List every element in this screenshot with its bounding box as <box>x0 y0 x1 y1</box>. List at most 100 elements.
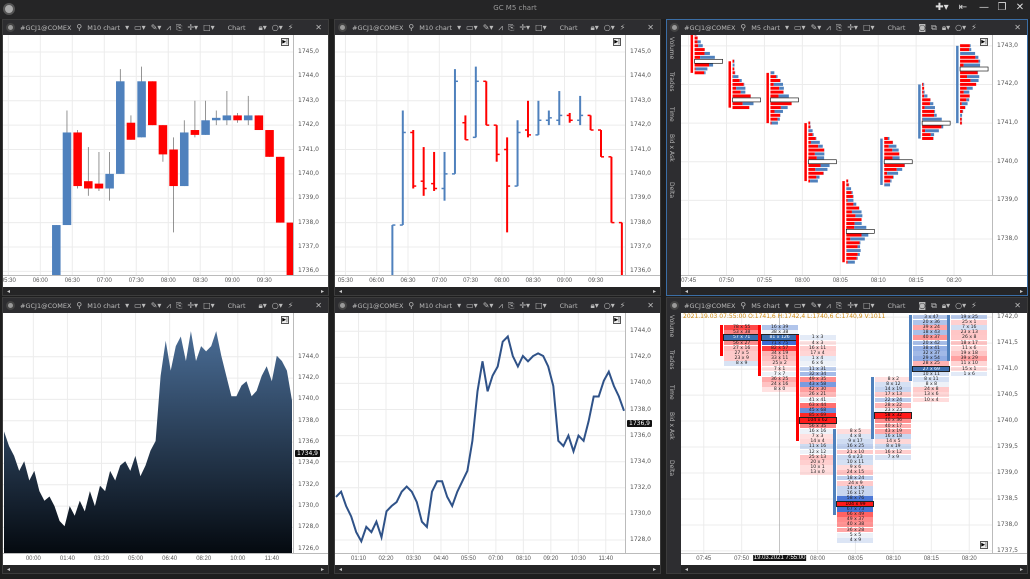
close-window-button[interactable]: ✕ <box>1015 2 1025 13</box>
rectangle-icon[interactable]: □▾ <box>203 23 215 32</box>
horizontal-scrollbar[interactable]: ◂ ▸ <box>3 565 328 573</box>
pencil-icon[interactable]: ✎▾ <box>810 301 822 310</box>
rectangle-icon[interactable]: □▾ <box>862 23 875 32</box>
template-icon[interactable]: ⎘ <box>175 22 183 32</box>
crosshair-icon[interactable]: ✛▾ <box>519 23 531 32</box>
timeframe-dropdown[interactable]: M5 chart <box>751 23 780 32</box>
circle-icon[interactable]: ○▾ <box>955 23 967 32</box>
scroll-right-icon[interactable]: ▸ <box>1019 288 1023 295</box>
symbol-label[interactable]: #GCJ1@COMEX <box>684 301 736 310</box>
link-icon[interactable]: ⚡︎ <box>971 23 977 32</box>
side-tab-delta[interactable]: Delta <box>668 460 675 477</box>
price-axis[interactable]: 1744,0 1742,0 1740,0 1738,0 1736,0 1734,0 1732… <box>293 313 328 553</box>
price-axis[interactable]: 1743,0 1742,0 1741,0 1740,0 1739,0 1738,0 <box>992 35 1027 275</box>
horizontal-scrollbar[interactable]: ◂ ▸ <box>3 287 328 295</box>
scroll-to-end-button[interactable]: ▶| <box>980 38 988 46</box>
app-logo-icon[interactable] <box>6 301 15 310</box>
side-tab-delta[interactable]: Delta <box>668 182 675 199</box>
price-axis[interactable]: 1744,0 1742,0 1740,0 1738,0 1736,0 1734,0 1732… <box>625 313 660 553</box>
close-panel-icon[interactable]: ✕ <box>315 23 322 32</box>
timeframe-dropdown[interactable]: M10 chart <box>87 23 121 32</box>
plot-area[interactable] <box>335 313 625 553</box>
chart-mode-label[interactable]: Chart <box>887 301 906 310</box>
indicator-chart-icon[interactable]: ⩘ <box>826 22 831 32</box>
template-icon[interactable]: ⎘ <box>507 300 515 310</box>
indicator-chart-icon[interactable]: ⩘ <box>826 300 831 310</box>
scroll-right-icon[interactable]: ▸ <box>652 566 656 573</box>
chevron-down-icon[interactable]: ▾ <box>457 301 462 310</box>
plot-area[interactable] <box>335 35 625 275</box>
indicator-chart-icon[interactable]: ⩘ <box>166 22 171 32</box>
horizontal-scrollbar[interactable]: ◂ ▸ <box>681 287 1027 295</box>
scroll-left-icon[interactable]: ◂ <box>685 566 689 573</box>
side-tab-volume[interactable]: Volume <box>668 37 675 60</box>
link-icon[interactable]: ⚡︎ <box>287 301 294 310</box>
time-axis[interactable]: 05:30 06:00 06:30 07:00 07:30 08:00 08:30 09:00… <box>3 275 328 287</box>
duplicate-icon[interactable]: ⧉ <box>931 22 937 32</box>
price-axis[interactable]: 1742,0 1741,5 1741,0 1740,5 1740,0 1739,5 1739… <box>992 313 1027 554</box>
close-panel-icon[interactable]: ✕ <box>1014 301 1021 310</box>
camera-icon[interactable]: ◙ <box>918 301 927 310</box>
symbol-label[interactable]: #GCJ1@COMEX <box>20 23 72 32</box>
side-tab-trades[interactable]: Trades <box>668 72 675 92</box>
timeframe-dropdown[interactable]: M10 chart <box>419 301 453 310</box>
symbol-label[interactable]: #GCJ1@COMEX <box>352 301 404 310</box>
scroll-to-end-button[interactable]: ▶| <box>980 541 988 549</box>
side-tab-bid-x-ask[interactable]: Bid x Ask <box>668 134 675 162</box>
monitor-icon[interactable]: ▭▾ <box>134 23 146 32</box>
scroll-right-icon[interactable]: ▸ <box>320 288 324 295</box>
side-tab-volume[interactable]: Volume <box>668 315 675 338</box>
indicator-chart-icon[interactable]: ⩘ <box>498 22 503 32</box>
close-panel-icon[interactable]: ✕ <box>647 301 654 310</box>
lock-icon[interactable]: 🔒︎▾ <box>941 22 951 32</box>
circle-icon[interactable]: ○▾ <box>955 301 967 310</box>
scroll-to-end-button[interactable]: ▶| <box>281 38 289 46</box>
template-icon[interactable]: ⎘ <box>175 300 183 310</box>
close-panel-icon[interactable]: ✕ <box>1014 23 1021 32</box>
rectangle-icon[interactable]: □▾ <box>203 301 215 310</box>
crosshair-icon[interactable]: ✛▾ <box>847 301 858 310</box>
scroll-right-icon[interactable]: ▸ <box>320 566 324 573</box>
chart-mode-label[interactable]: Chart <box>227 23 246 32</box>
side-tab-trades[interactable]: Trades <box>668 350 675 370</box>
chart-mode-label[interactable]: Chart <box>559 301 578 310</box>
crosshair-icon[interactable]: ✛▾ <box>847 23 858 32</box>
scroll-right-icon[interactable]: ▸ <box>1019 566 1023 573</box>
scroll-to-end-button[interactable]: ▶| <box>613 316 621 324</box>
app-logo-icon[interactable] <box>670 301 679 310</box>
chevron-down-icon[interactable]: ▾ <box>125 301 130 310</box>
maximize-button[interactable]: ❐ <box>997 2 1007 13</box>
time-axis[interactable]: 07:45 07:50 08:00 08:05 08:10 08:15 08:20 19.03… <box>681 553 1027 565</box>
symbol-label[interactable]: #GCJ1@COMEX <box>20 301 72 310</box>
scroll-left-icon[interactable]: ◂ <box>7 566 11 573</box>
scroll-left-icon[interactable]: ◂ <box>7 288 11 295</box>
timeframe-dropdown[interactable]: M5 chart <box>751 301 780 310</box>
timeframe-dropdown[interactable]: M10 chart <box>87 301 121 310</box>
link-icon[interactable]: ⚡︎ <box>971 301 977 310</box>
plot-area[interactable]: 2021.19.03 07:55:00 O:1741,6 H:1742,4 L:… <box>681 313 992 553</box>
scroll-left-icon[interactable]: ◂ <box>339 288 343 295</box>
pencil-icon[interactable]: ✎▾ <box>810 23 822 32</box>
chevron-down-icon[interactable]: ▾ <box>457 23 462 32</box>
crosshair-icon[interactable]: ✛▾ <box>187 23 199 32</box>
scroll-to-end-button[interactable]: ▶| <box>613 38 621 46</box>
price-axis[interactable]: 1745,0 1744,0 1743,0 1742,0 1741,0 1740,0 1739… <box>293 35 328 275</box>
lock-icon[interactable]: 🔒︎▾ <box>258 22 267 32</box>
template-icon[interactable]: ⎘ <box>835 22 843 32</box>
side-tab-bid-x-ask[interactable]: Bid x Ask <box>668 412 675 440</box>
horizontal-scrollbar[interactable]: ◂ ▸ <box>335 565 660 573</box>
link-icon[interactable]: ⚡︎ <box>619 23 626 32</box>
monitor-icon[interactable]: ▭▾ <box>794 23 806 32</box>
scroll-to-end-button[interactable]: ▶| <box>281 316 289 324</box>
link-icon[interactable]: ⚡︎ <box>619 301 626 310</box>
monitor-icon[interactable]: ▭▾ <box>466 23 478 32</box>
monitor-icon[interactable]: ▭▾ <box>134 301 146 310</box>
pencil-icon[interactable]: ✎▾ <box>150 23 162 32</box>
horizontal-scrollbar[interactable]: ◂ ▸ <box>335 287 660 295</box>
search-icon[interactable]: ⚲ <box>740 23 747 32</box>
rectangle-icon[interactable]: □▾ <box>862 301 875 310</box>
app-logo-icon[interactable] <box>338 301 347 310</box>
chevron-down-icon[interactable]: ▾ <box>784 301 789 310</box>
side-tab-time[interactable]: Time <box>668 107 675 123</box>
plot-area[interactable] <box>3 313 293 553</box>
